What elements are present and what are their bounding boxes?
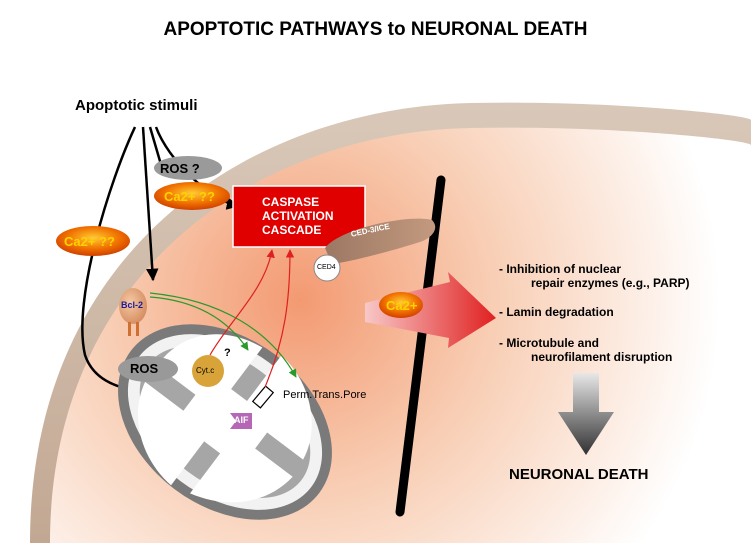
pore-to-caspase-arrow: [264, 249, 295, 388]
bcl2-label: Bcl-2: [121, 300, 144, 310]
effect-1-line-1: - Inhibition of nuclear: [499, 262, 621, 276]
caspase-line-3: CASCADE: [262, 223, 322, 237]
effect-3-line-2: neurofilament disruption: [531, 350, 673, 364]
bcl2-inhibit-arrow-2: [149, 292, 297, 378]
question-label: ?: [224, 347, 231, 359]
death-down-arrow: [558, 373, 614, 455]
caspase-line-2: ACTIVATION: [262, 209, 334, 223]
aif-shape: [230, 413, 252, 429]
ros-upper-label: ROS ?: [160, 161, 200, 176]
effect-2: - Lamin degradation: [499, 305, 614, 319]
cytc-label: Cyt.c: [196, 366, 215, 375]
neuronal-death-label: NEURONAL DEATH: [509, 466, 649, 483]
perm-trans-pore-label: Perm.Trans.Pore: [283, 389, 367, 401]
ced4-label: CED4: [317, 264, 336, 271]
question-circle: [220, 347, 236, 363]
stimuli-to-ros-upper-line: [148, 126, 164, 169]
ca-influx-badge: [379, 292, 423, 318]
apoptotic-stimuli-label: Apoptotic stimuli: [75, 97, 198, 114]
page-title: APOPTOTIC PATHWAYS to NEURONAL DEATH: [163, 19, 588, 40]
ca-left-label: Ca2+ ??: [64, 234, 115, 249]
cytc-to-caspase-arrow: [209, 249, 275, 356]
bcl2-inhibit-arrow-1: [149, 296, 249, 351]
nuclear-envelope-bar: [395, 175, 446, 517]
ced3-ice-shape: [325, 218, 436, 264]
bcl2-protein: [119, 288, 147, 324]
ca-upper-label: Ca2+ ??: [164, 189, 215, 204]
effect-3-line-1: - Microtubule and: [499, 336, 599, 350]
perm-trans-pore: [251, 385, 275, 409]
ros-mito-label: ROS: [130, 361, 159, 376]
ros-upper-oval: [154, 156, 222, 180]
ca-influx-arrow: [365, 272, 496, 348]
ca-left-badge: [56, 226, 130, 256]
bcl2-anchor-left: [128, 322, 131, 336]
ca-influx-label: Ca2+: [386, 298, 418, 313]
effect-1-line-2: repair enzymes (e.g., PARP): [531, 276, 690, 290]
cytc-circle: [192, 355, 224, 387]
stimuli-to-bcl2-arrow: [141, 126, 159, 282]
ros-mito-oval: [118, 356, 178, 382]
caspase-line-1: CASPASE: [262, 195, 320, 209]
bcl2-anchor-right: [136, 322, 139, 336]
ca-upper-badge: [154, 182, 230, 210]
ced4-circle: [313, 254, 341, 282]
aif-label: AIF: [234, 415, 249, 425]
